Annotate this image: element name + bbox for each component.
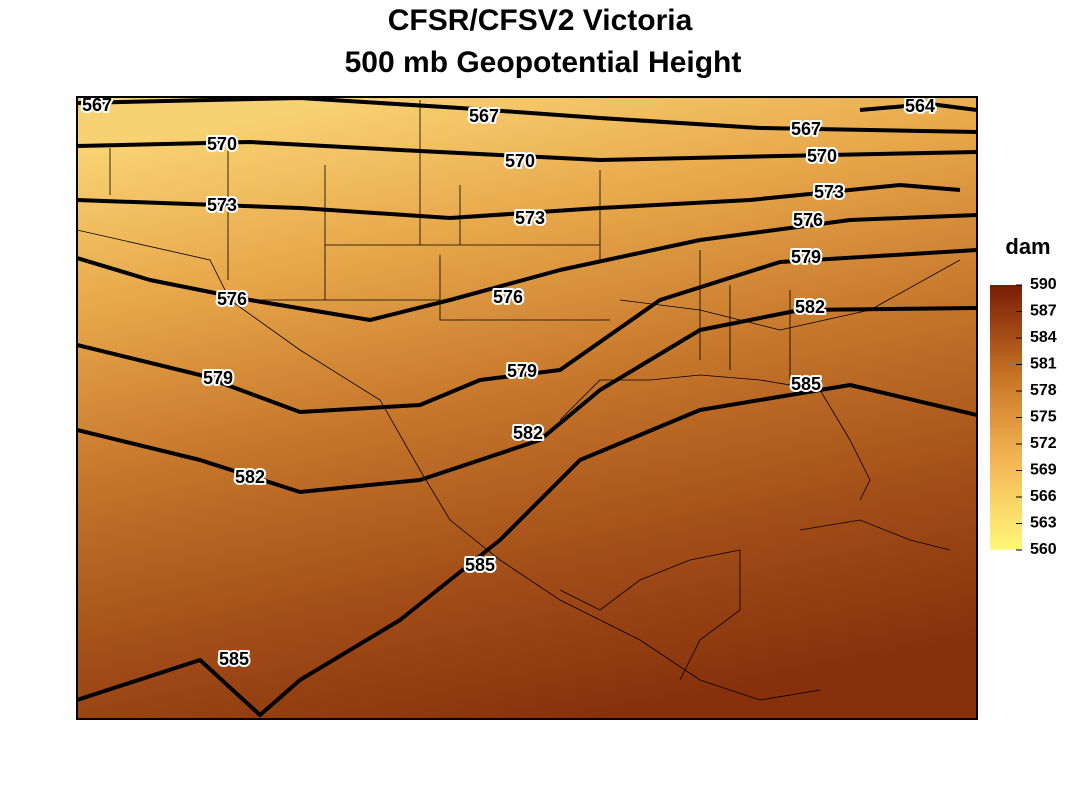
contour-label: 567 (82, 95, 112, 115)
contour-label: 570 (807, 146, 837, 166)
colorbar-tick-label: 590 (1030, 276, 1057, 293)
contour-line (77, 213, 977, 322)
title-line: 500 mb Geopotential Height (345, 46, 742, 79)
contour-label: 585 (219, 649, 249, 669)
contour-label: 576 (493, 287, 523, 307)
contour-line (77, 97, 977, 134)
contour-line (77, 383, 977, 717)
colorbar-tick-label: 587 (1030, 303, 1057, 320)
contour-label: 570 (505, 151, 535, 171)
contour-labels: 567 567 564 567 570 570 570 573 573 573 … (80, 95, 937, 671)
contour-line (859, 102, 977, 112)
colorbar-tick-label: 566 (1030, 488, 1057, 505)
height-field (77, 97, 977, 719)
contour-line (77, 306, 977, 494)
colorbar-tick-label: 563 (1030, 515, 1057, 532)
contour-label: 582 (513, 423, 543, 443)
contour-label: 576 (217, 289, 247, 309)
contour-label: 582 (235, 467, 265, 487)
map-frame (76, 96, 978, 720)
colorbar-tick-label: 575 (1030, 409, 1057, 426)
contour-label: 576 (793, 210, 823, 230)
colorbar-tick-label: 572 (1030, 435, 1057, 452)
colorbar-tick-label: 584 (1030, 329, 1057, 346)
contour-label: 573 (814, 182, 844, 202)
colorbar-tick-label: 569 (1030, 462, 1057, 479)
contour-label: 585 (791, 374, 821, 394)
map-area: 567 567 564 567 570 570 570 573 573 573 … (77, 95, 977, 719)
contour-label: 564 (905, 96, 935, 116)
colorbar-title: dam (1005, 234, 1050, 259)
contour-line (77, 248, 977, 414)
contour-label: 585 (465, 555, 495, 575)
contour-label: 573 (207, 195, 237, 215)
contour-label: 573 (515, 208, 545, 228)
contours (77, 97, 977, 717)
title-line: CFSR/CFSV2 Victoria (388, 4, 693, 37)
contour-label: 579 (203, 368, 233, 388)
colorbar-tick-label: 560 (1030, 541, 1057, 558)
contour-line (77, 140, 977, 162)
contour-label: 579 (507, 361, 537, 381)
contour-label: 582 (795, 297, 825, 317)
colorbar-tick-label: 578 (1030, 382, 1057, 399)
contour-line (77, 183, 961, 220)
colorbar-tick-label: 581 (1030, 356, 1057, 373)
colorbar: dam 590 587 584 581 578 575 572 569 566 563 560 (990, 234, 1057, 558)
contour-label: 567 (469, 106, 499, 126)
contour-label: 567 (791, 119, 821, 139)
contour-label: 570 (207, 134, 237, 154)
contour-label: 579 (791, 247, 821, 267)
